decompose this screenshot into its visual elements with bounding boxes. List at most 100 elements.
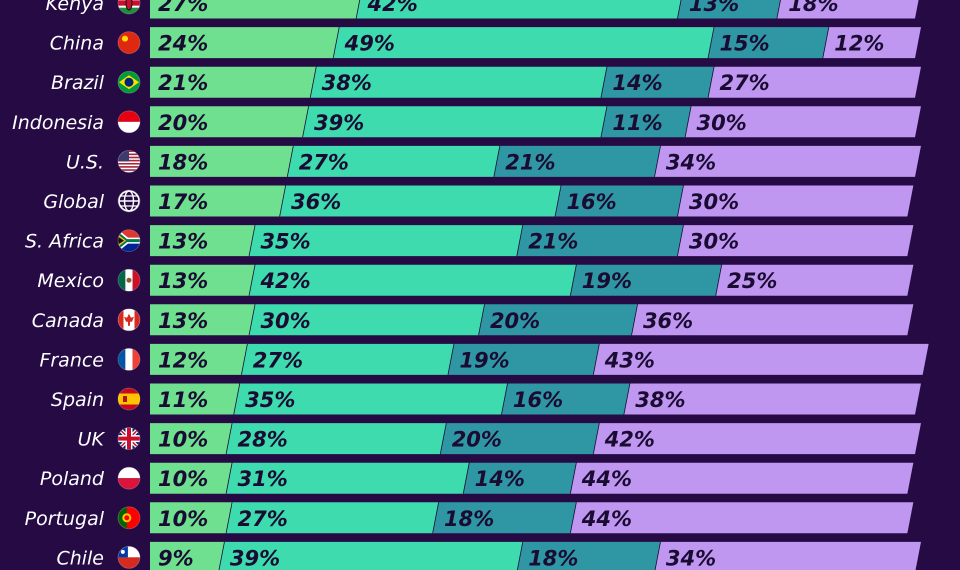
kenya-flag-icon bbox=[118, 0, 140, 14]
bar-segment bbox=[241, 343, 455, 375]
chart-row: Chile 9% 39% 18% 34% bbox=[56, 541, 921, 570]
bar-segment bbox=[150, 502, 233, 534]
bar-segment bbox=[249, 225, 524, 257]
country-label: Brazil bbox=[51, 72, 105, 94]
country-label: Indonesia bbox=[12, 112, 104, 134]
bar-segment bbox=[708, 66, 921, 98]
bar-segment bbox=[356, 0, 682, 19]
chart-row: Canada 13% 30% 20% 36% bbox=[32, 304, 914, 336]
country-label: Canada bbox=[32, 310, 104, 332]
bar-segment bbox=[280, 185, 562, 217]
value-label: 10% bbox=[158, 507, 208, 531]
segment-divider bbox=[332, 26, 341, 59]
value-label: 18% bbox=[444, 507, 494, 531]
value-label: 18% bbox=[158, 150, 208, 174]
bar-segment bbox=[570, 502, 914, 534]
value-label: 36% bbox=[291, 190, 341, 214]
value-label: 39% bbox=[314, 111, 364, 135]
bar-segment bbox=[677, 185, 914, 217]
value-label: 42% bbox=[604, 428, 655, 452]
value-label: 25% bbox=[727, 269, 777, 293]
value-label: 20% bbox=[490, 309, 540, 333]
bar-segment bbox=[150, 66, 317, 98]
bar-segment bbox=[601, 106, 692, 138]
value-label: 13% bbox=[158, 230, 208, 254]
bar-segment bbox=[685, 106, 921, 138]
chart-row: Mexico 13% 42% 19% 25% bbox=[37, 264, 914, 296]
value-label: 27% bbox=[299, 150, 349, 174]
flag-ring bbox=[117, 546, 141, 569]
value-label: 43% bbox=[604, 348, 655, 372]
bar-segment bbox=[150, 423, 233, 455]
country-label: Portugal bbox=[25, 508, 105, 530]
value-label: 10% bbox=[158, 428, 208, 452]
country-label: UK bbox=[78, 429, 106, 451]
value-label: 30% bbox=[689, 230, 739, 254]
bar-segment bbox=[777, 0, 919, 19]
chart-row: Portugal 10% 27% 18% 44% bbox=[25, 502, 914, 534]
bar-segment bbox=[150, 541, 225, 570]
canada-flag-icon bbox=[118, 308, 140, 331]
value-label: 39% bbox=[230, 546, 280, 570]
value-label: 12% bbox=[834, 32, 884, 56]
france-flag-icon bbox=[118, 348, 140, 371]
bar-segment bbox=[517, 541, 661, 570]
bar-segment bbox=[601, 66, 715, 98]
chart-row: UK 10% 28% 20% 42% bbox=[78, 422, 921, 455]
bar-segment bbox=[517, 225, 684, 257]
value-label: 30% bbox=[689, 190, 739, 214]
value-label: 27% bbox=[253, 348, 303, 372]
value-label: 35% bbox=[260, 230, 310, 254]
segment-divider bbox=[822, 26, 830, 59]
segment-divider bbox=[707, 26, 716, 59]
mexico-flag-icon bbox=[118, 269, 140, 292]
bar-segment bbox=[570, 264, 723, 296]
value-label: 10% bbox=[158, 467, 208, 491]
flag-ring bbox=[117, 387, 141, 411]
bar-segment bbox=[463, 462, 577, 494]
chile-flag-icon bbox=[118, 546, 140, 569]
value-label: 38% bbox=[635, 388, 685, 412]
chart-row: Brazil 21% 38% 14% 27% bbox=[51, 66, 921, 98]
chart-rows: Kenya 27% 42% 13% 18% China 24% 49% 15% 12% Brazil… bbox=[12, 0, 929, 570]
value-label: 44% bbox=[581, 467, 632, 491]
bar-segment bbox=[655, 541, 921, 570]
bar-segment bbox=[501, 383, 631, 415]
value-label: 19% bbox=[459, 348, 509, 372]
globe-icon bbox=[118, 190, 140, 212]
value-label: 34% bbox=[666, 546, 716, 570]
value-label: 19% bbox=[582, 269, 632, 293]
bar-segment bbox=[708, 27, 830, 59]
value-label: 16% bbox=[513, 388, 563, 412]
bar-segment bbox=[219, 541, 524, 570]
value-label: 13% bbox=[158, 309, 208, 333]
bar-segment bbox=[570, 462, 914, 494]
value-label: 49% bbox=[344, 32, 395, 56]
value-label: 36% bbox=[643, 309, 693, 333]
bar-segment bbox=[823, 27, 921, 59]
bar-segment bbox=[593, 423, 921, 455]
bar-segment bbox=[150, 225, 256, 257]
bar-segment bbox=[287, 145, 501, 177]
flag-ring bbox=[117, 506, 141, 530]
bar-segment bbox=[677, 0, 781, 19]
bar-segment bbox=[150, 106, 309, 138]
value-label: 38% bbox=[322, 71, 372, 95]
value-label: 14% bbox=[475, 467, 525, 491]
bar-segment bbox=[631, 304, 914, 336]
country-label: Global bbox=[43, 191, 104, 213]
portugal-flag-icon bbox=[118, 506, 140, 529]
bar-segment bbox=[226, 502, 440, 534]
value-label: 24% bbox=[158, 32, 208, 56]
value-label: 35% bbox=[245, 388, 295, 412]
country-label: Poland bbox=[40, 468, 105, 490]
bar-segment bbox=[624, 383, 921, 415]
country-label: Spain bbox=[51, 389, 104, 411]
value-label: 14% bbox=[612, 71, 662, 95]
bar-segment bbox=[654, 145, 921, 177]
country-label: Chile bbox=[56, 547, 104, 569]
value-label: 28% bbox=[238, 428, 288, 452]
flag-ring bbox=[117, 229, 141, 253]
flag-ring bbox=[117, 466, 141, 490]
flag-ring bbox=[117, 189, 141, 213]
